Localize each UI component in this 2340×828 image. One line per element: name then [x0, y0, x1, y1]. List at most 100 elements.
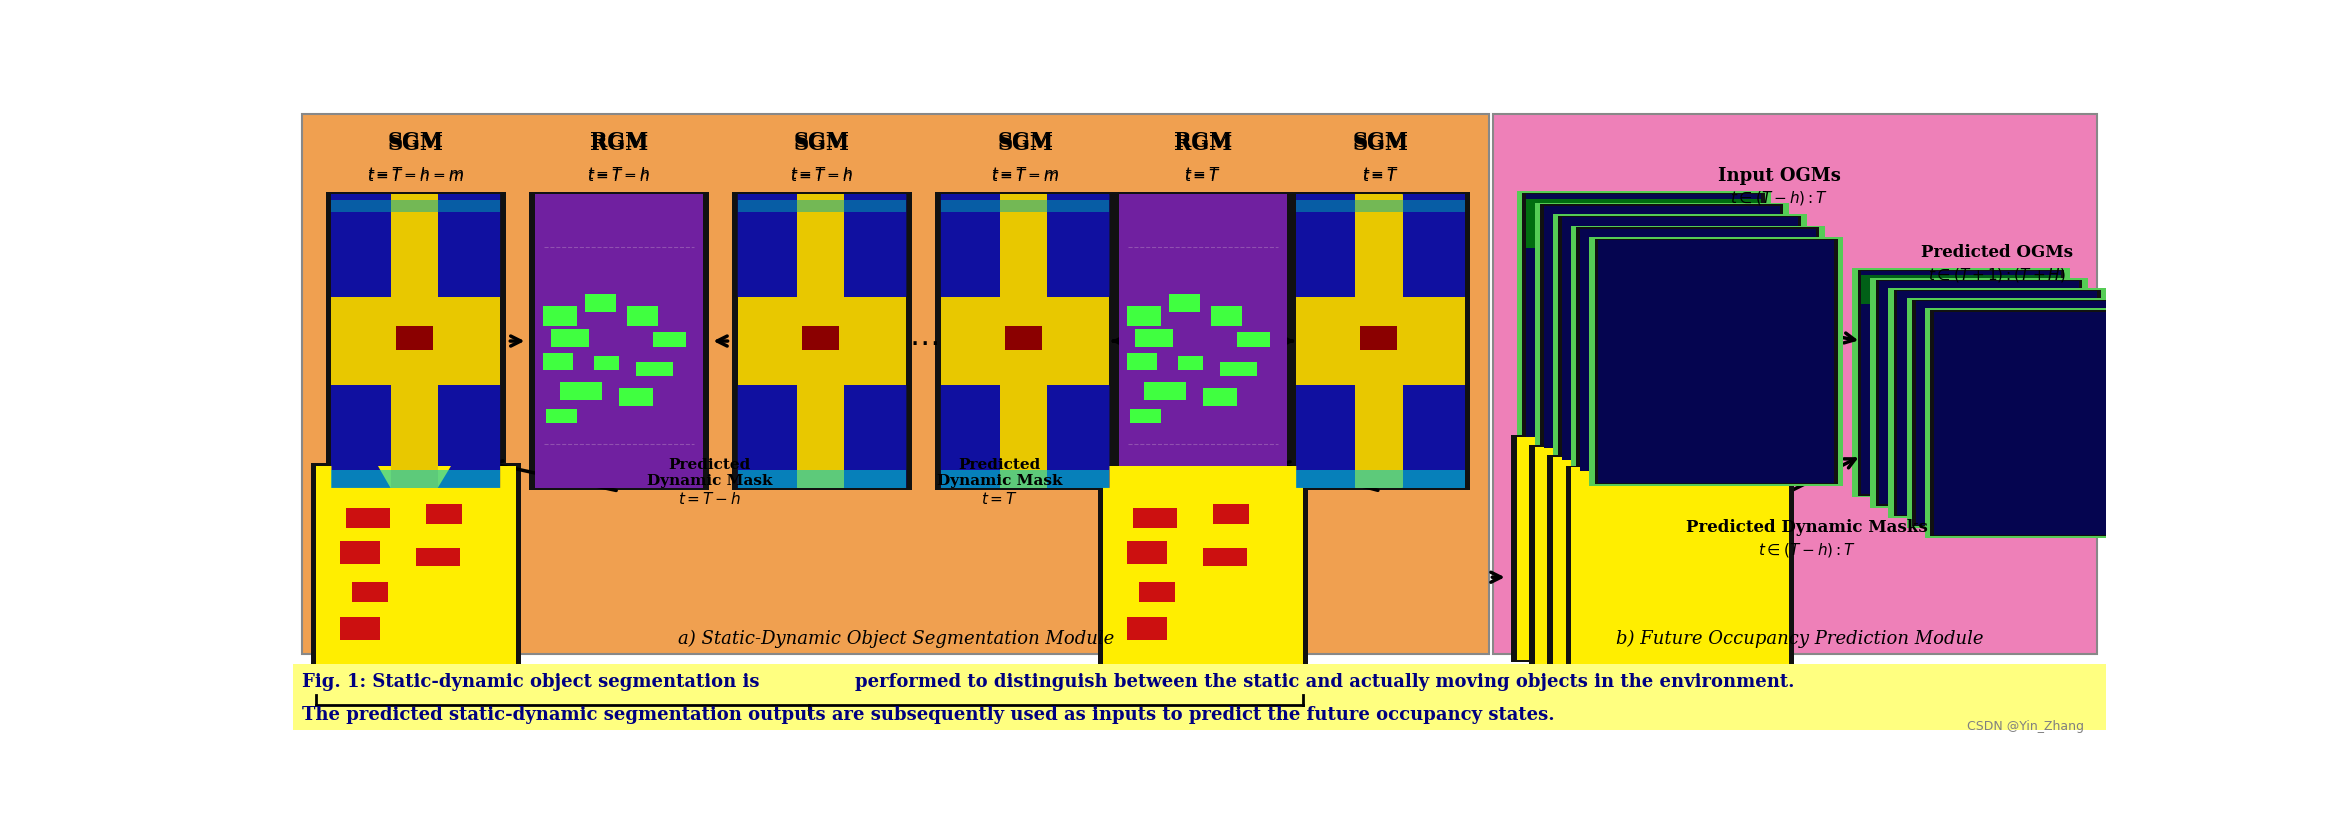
Text: SGM: SGM [793, 130, 849, 151]
Bar [1580, 229, 1816, 472]
Bar [552, 330, 590, 348]
Bar [292, 664, 2106, 697]
Bar [1526, 200, 1762, 248]
Polygon shape [737, 195, 796, 297]
Bar [1921, 401, 1961, 416]
Polygon shape [845, 386, 906, 489]
Bar [543, 354, 573, 371]
Text: Fig. 1: Static-dynamic object segmentation is: Fig. 1: Static-dynamic object segmentati… [302, 672, 765, 690]
Bar [1921, 363, 1956, 383]
Bar [1930, 311, 2136, 537]
Bar [1296, 195, 1465, 489]
Text: The predicted static-dynamic segmentation outputs are subsequently used as input: The predicted static-dynamic segmentatio… [302, 705, 1554, 723]
Bar [1594, 239, 1837, 484]
Bar [1860, 272, 2062, 494]
Text: $\cdots$: $\cdots$ [910, 327, 938, 356]
Bar [1212, 306, 1243, 327]
Polygon shape [1296, 195, 1355, 297]
Bar [395, 327, 433, 350]
Polygon shape [332, 386, 391, 489]
Polygon shape [332, 195, 391, 297]
Text: SGM: SGM [997, 134, 1053, 154]
Bar [1923, 309, 2143, 539]
Polygon shape [1402, 195, 1465, 297]
Text: a) Static-Dynamic Object Segmentation Module: a) Static-Dynamic Object Segmentation Mo… [679, 629, 1114, 647]
Bar [1212, 504, 1250, 524]
Bar [1535, 447, 1753, 671]
Bar [737, 470, 906, 489]
Bar [796, 195, 845, 489]
Bar [332, 201, 501, 213]
Bar [1133, 508, 1177, 528]
Bar [1170, 295, 1200, 312]
Bar [1547, 455, 1776, 683]
Text: Predicted
Dynamic Mask
$t = T$: Predicted Dynamic Mask $t = T$ [936, 458, 1062, 506]
Bar [1561, 218, 1797, 460]
Bar [311, 464, 522, 691]
Text: CSDN @Yin_Zhang: CSDN @Yin_Zhang [1968, 719, 2085, 732]
Text: $t \in (T-h) : T$: $t \in (T-h) : T$ [1757, 540, 1856, 558]
Text: Predicted Dynamic Masks: Predicted Dynamic Masks [1685, 518, 1928, 535]
Bar [618, 388, 653, 407]
Bar [1516, 192, 1771, 440]
Text: $t=T-h-m$: $t=T-h-m$ [367, 166, 463, 182]
Bar [1521, 194, 1764, 439]
Bar [1296, 470, 1465, 489]
Bar [1912, 301, 2118, 527]
Text: RGM: RGM [590, 130, 648, 151]
Text: $t = T-h$: $t = T-h$ [587, 168, 651, 184]
Bar [737, 297, 906, 386]
Bar [325, 192, 505, 491]
Bar [1537, 531, 1587, 553]
Text: $t = T$: $t = T$ [1184, 168, 1221, 184]
Bar [1360, 327, 1397, 350]
Bar [534, 195, 704, 489]
Bar [1114, 192, 1292, 491]
Bar [1102, 466, 1303, 689]
Bar [332, 195, 501, 489]
Bar [1877, 281, 2083, 506]
Text: $t \in (T-h) : T$: $t \in (T-h) : T$ [1732, 189, 1828, 207]
Bar [559, 383, 601, 400]
Bar [1296, 297, 1465, 386]
Bar [1355, 195, 1402, 489]
Bar [346, 508, 391, 528]
Bar [653, 333, 686, 348]
Polygon shape [438, 195, 501, 297]
Bar [1119, 195, 1287, 489]
Polygon shape [1402, 386, 1465, 489]
Polygon shape [941, 386, 999, 489]
Bar [1130, 409, 1161, 424]
Bar [1549, 321, 1608, 340]
Bar [1598, 241, 1835, 484]
Bar [332, 297, 501, 386]
Bar [1879, 282, 2078, 505]
Bar [543, 306, 576, 327]
Bar [1982, 354, 2010, 372]
Bar [1526, 195, 1762, 437]
Bar [1530, 445, 1757, 672]
Text: performed to distinguish between the static and actually moving objects in the e: performed to distinguish between the sta… [854, 672, 1795, 690]
Bar [803, 327, 840, 350]
Bar [1549, 575, 1598, 598]
Text: RGM: RGM [1175, 130, 1231, 151]
Bar [548, 409, 576, 424]
Text: $t = T-h$: $t = T-h$ [791, 168, 854, 184]
Bar [1542, 493, 1591, 515]
Bar [332, 470, 501, 489]
Bar [941, 201, 1109, 213]
Bar [737, 201, 906, 213]
Bar [1236, 333, 1271, 348]
Bar [1540, 205, 1783, 450]
Bar [1516, 437, 1734, 661]
Bar [936, 192, 1114, 491]
Bar [426, 504, 461, 524]
Text: $t=T-m$: $t=T-m$ [990, 166, 1060, 182]
Bar [941, 195, 1109, 489]
Bar [391, 195, 438, 489]
Text: $t = T-h-m$: $t = T-h-m$ [367, 168, 463, 184]
Bar [1140, 582, 1175, 602]
Bar [1097, 464, 1308, 691]
Bar [1135, 330, 1172, 348]
Bar [1589, 238, 1844, 486]
